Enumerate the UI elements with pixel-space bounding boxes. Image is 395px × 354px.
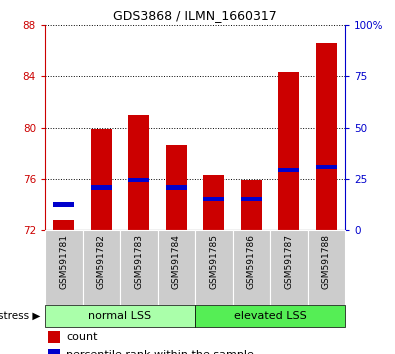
Bar [241,180,261,230]
Bar [203,175,224,230]
Bar [48,331,60,343]
Text: GSM591784: GSM591784 [172,234,181,289]
Bar [270,230,307,305]
Bar [45,305,195,327]
Text: stress ▶: stress ▶ [0,311,40,321]
Bar [203,197,224,201]
Bar [241,197,261,201]
Text: GSM591786: GSM591786 [247,234,256,289]
Bar [316,165,337,170]
Bar [128,115,149,230]
Bar [195,305,345,327]
Bar [91,129,111,230]
Text: GSM591782: GSM591782 [97,234,106,289]
Text: GSM591788: GSM591788 [322,234,331,289]
Bar [233,230,270,305]
Bar [120,230,158,305]
Bar [158,230,195,305]
Text: GSM591783: GSM591783 [134,234,143,289]
Text: GSM591781: GSM591781 [59,234,68,289]
Bar [316,43,337,230]
Text: elevated LSS: elevated LSS [233,311,307,321]
Bar [307,230,345,305]
Bar [166,145,186,230]
Text: count: count [66,332,98,342]
Text: percentile rank within the sample: percentile rank within the sample [66,350,254,354]
Bar [278,73,299,230]
Title: GDS3868 / ILMN_1660317: GDS3868 / ILMN_1660317 [113,10,277,22]
Bar [278,167,299,172]
Text: GSM591785: GSM591785 [209,234,218,289]
Bar [128,178,149,182]
Bar [83,230,120,305]
Bar [48,349,60,354]
Bar [53,220,74,230]
Bar [53,202,74,207]
Bar [45,230,83,305]
Bar [91,185,111,190]
Text: normal LSS: normal LSS [88,311,152,321]
Bar [166,185,186,190]
Bar [195,230,233,305]
Text: GSM591787: GSM591787 [284,234,293,289]
